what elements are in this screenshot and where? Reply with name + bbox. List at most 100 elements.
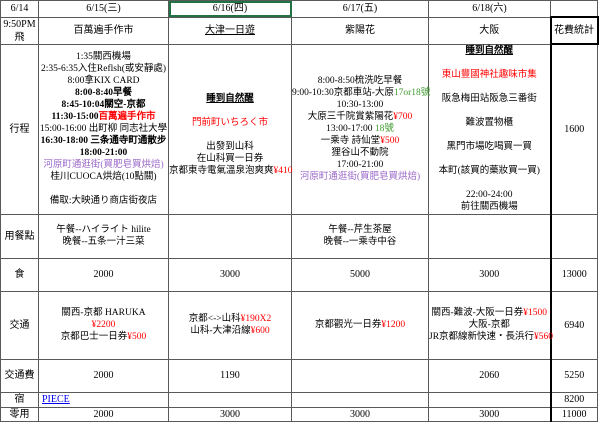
cell-transport-cost-jun15[interactable]: 2000 (38, 358, 169, 393)
cell-itinerary-jun18[interactable]: 睡到自然醒 東山豐國神社趣味市集 阪急梅田站阪急三番街 難波置物櫃 黑門市場吃喝買一買本… (428, 43, 551, 215)
cell-pocket-money-jun15[interactable]: 2000 (38, 406, 169, 422)
cell-text: 桂川CUOCA烘焙(10點關) (50, 172, 157, 182)
cell-food-jun18[interactable]: 3000 (428, 257, 551, 292)
header-title-total[interactable]: 花費統計 (549, 16, 599, 45)
cell-content: 午餐--芹生茶屋 晚餐--一乘寺中谷 (292, 224, 428, 248)
cell-text: 難波置物櫃 (465, 118, 513, 128)
header-title-label[interactable]: 9:50PM飛 (0, 16, 39, 45)
cell-transport-jun15[interactable]: 關西-京都 HARUKA ¥2200 京都巴士一日券¥500 (38, 290, 169, 360)
cell-food-total[interactable]: 13000 (549, 257, 598, 292)
cell-meals-jun17[interactable]: 午餐--芹生茶屋 晚餐--一乘寺中谷 (291, 213, 429, 259)
cell-text: 河原町通逛街(買肥皂買烘焙) (299, 172, 421, 182)
cell-food-jun16[interactable]: 3000 (168, 257, 292, 292)
header-title-jun16[interactable]: 大津一日遊 (168, 16, 292, 45)
row-label-transport[interactable]: 交通 (0, 290, 39, 360)
table-row: 用餐點 午餐--ハイライト hilite 晚餐--五条一汁三菜 午餐--芹生茶屋 晚餐-… (0, 213, 598, 259)
cell-meals-jun15[interactable]: 午餐--ハイライト hilite 晚餐--五条一汁三菜 (38, 213, 169, 259)
cell-transport-cost-jun16[interactable]: 1190 (168, 358, 292, 393)
cell-lodging-total[interactable]: 8200 (549, 391, 598, 408)
value-text: 3000 (220, 408, 240, 420)
cell-lodging-jun15[interactable]: PIECE (38, 391, 169, 408)
row-label-pocket-money[interactable]: 零用 (0, 406, 39, 422)
text-line: 難波置物櫃 (429, 117, 550, 129)
cell-pocket-money-jun18[interactable]: 3000 (428, 406, 551, 422)
header-title-jun18[interactable]: 大阪 (428, 16, 551, 45)
cell-text: 17:00-21:00 (336, 160, 384, 170)
cell-meals-total[interactable] (549, 213, 598, 259)
cell-transport-cost-jun17[interactable] (291, 358, 429, 393)
cell-transport-total[interactable]: 6940 (549, 290, 598, 360)
text-line (429, 129, 550, 141)
header-title-text: 9:50PM飛 (3, 18, 36, 43)
cell-text: 出發到山科 (206, 142, 254, 152)
cell-itinerary-jun16[interactable]: 睡到自然醒 門前町いちろく市 出發到山科 在山科買一日券 京都東寺電氣溫泉泡爽爽¥410 (168, 43, 293, 215)
row-label-meals[interactable]: 用餐點 (0, 213, 39, 259)
text-line: 22:00-24:00 (429, 189, 550, 201)
lodging-link[interactable]: PIECE (42, 394, 70, 405)
text-line: 門前町いちろく市 (169, 117, 291, 129)
cell-content: 1:35關西機場 2:35-6:35入住Reflsh(或安靜處) 8:00拿KIX … (39, 51, 168, 207)
cell-transport-jun18[interactable]: 關西-難波-大阪一日券¥1500 大阪-京都 JR京都線新快速・長浜行¥560 (428, 290, 553, 360)
header-title-jun15[interactable]: 百萬遍手作市 (38, 16, 169, 45)
cell-text: 晚餐--一乘寺中谷 (323, 237, 397, 247)
cell-content: 睡到自然醒 東山豐國神社趣味市集 阪急梅田站阪急三番街 難波置物櫃 黑門市場吃喝買一買本… (429, 45, 550, 213)
text-line: 午餐--ハイライト hilite (39, 224, 168, 236)
cell-pocket-money-jun17[interactable]: 3000 (291, 406, 429, 422)
header-date-jun18[interactable]: 6/18(六) (428, 0, 551, 18)
cell-text: ¥600 (250, 326, 270, 336)
header-date-jun17[interactable]: 6/17(五) (291, 0, 429, 18)
cell-meals-jun16[interactable] (168, 213, 292, 259)
cell-text: 關西-京都 HARUKA (61, 308, 146, 318)
row-label-lodging[interactable]: 宿 (0, 391, 39, 408)
cell-transport-jun16[interactable]: 京都<->山科¥190X2 山科-大津沿線¥600 (168, 290, 292, 360)
cell-text: ¥1500 (523, 308, 548, 318)
cell-pocket-money-total[interactable]: 11000 (549, 406, 598, 422)
header-title-jun17[interactable]: 紫陽花 (291, 16, 429, 45)
cell-food-jun15[interactable]: 2000 (38, 257, 169, 292)
cell-text: 京都<->山科 (188, 314, 241, 324)
value-text: 2000 (93, 269, 114, 280)
text-line: 大原三千院賞紫陽花¥700 (292, 111, 428, 123)
row-label-transport-cost[interactable]: 交通費 (0, 358, 39, 393)
text-line: 河原町通逛街(買肥皂買烘焙) (39, 159, 168, 171)
row-label-itinerary[interactable]: 行程 (0, 43, 39, 215)
text-line: 京都東寺電氣溫泉泡爽爽¥410 (169, 165, 293, 177)
cell-itinerary-total[interactable]: 1600 (549, 43, 598, 215)
text-line (429, 57, 550, 69)
cell-lodging-jun17[interactable] (291, 391, 429, 408)
header-date-label[interactable]: 6/14 (0, 0, 39, 18)
text-line: 17:00-21:00 (292, 159, 428, 171)
cell-text: ¥410 (273, 166, 293, 176)
cell-lodging-jun18[interactable] (428, 391, 551, 408)
cell-text: 大原三千院賞紫陽花 (307, 112, 394, 122)
text-line: 阪急梅田站阪急三番街 (429, 93, 550, 105)
cell-lodging-jun16[interactable] (168, 391, 292, 408)
value-text: 3000 (220, 269, 240, 280)
cell-meals-jun18[interactable] (428, 213, 551, 259)
cell-text: 22:00-24:00 (466, 190, 513, 200)
cell-content: 午餐--ハイライト hilite 晚餐--五条一汁三菜 (39, 224, 168, 248)
cell-itinerary-jun15[interactable]: 1:35關西機場 2:35-6:35入住Reflsh(或安靜處) 8:00拿KIX … (38, 43, 169, 215)
cell-text: ¥500 (127, 332, 147, 342)
cell-transport-cost-jun18[interactable]: 2060 (428, 358, 551, 393)
cell-pocket-money-jun16[interactable]: 3000 (168, 406, 292, 422)
cell-transport-cost-total[interactable]: 5250 (549, 358, 598, 393)
cell-itinerary-jun17[interactable]: 8:00-8:50梳洗吃早餐 9:00-10:30京都車站-大原17or18號 10… (291, 43, 430, 215)
header-title-text: 大津一日遊 (205, 25, 255, 36)
text-line (169, 105, 291, 117)
text-line: 睡到自然醒 (169, 93, 291, 105)
cell-text: 京都巴士一日券 (60, 332, 128, 342)
row-label-text: 交通費 (4, 370, 35, 381)
text-line (429, 81, 550, 93)
cell-transport-jun17[interactable]: 京都觀光一日券¥1200 (291, 290, 429, 360)
header-date-jun16[interactable]: 6/16(四) (168, 0, 292, 18)
header-date-jun15[interactable]: 6/15(三) (38, 0, 169, 18)
header-date-total[interactable] (550, 0, 598, 18)
text-line: 狸谷山不動院 (292, 147, 428, 159)
row-label-food[interactable]: 食 (0, 257, 39, 292)
cell-food-jun17[interactable]: 5000 (291, 257, 429, 292)
text-line: 河原町通逛街(買肥皂買烘焙) (292, 171, 428, 183)
day-title-row: 9:50PM飛 百萬遍手作市 大津一日遊 紫陽花 大阪 花費統計 (0, 16, 599, 45)
date-header-row: 6/14 6/15(三) 6/16(四) 6/17(五) 6/18(六) (0, 0, 598, 18)
cell-text: 本町(該買的藥妝買一買) (438, 166, 540, 176)
